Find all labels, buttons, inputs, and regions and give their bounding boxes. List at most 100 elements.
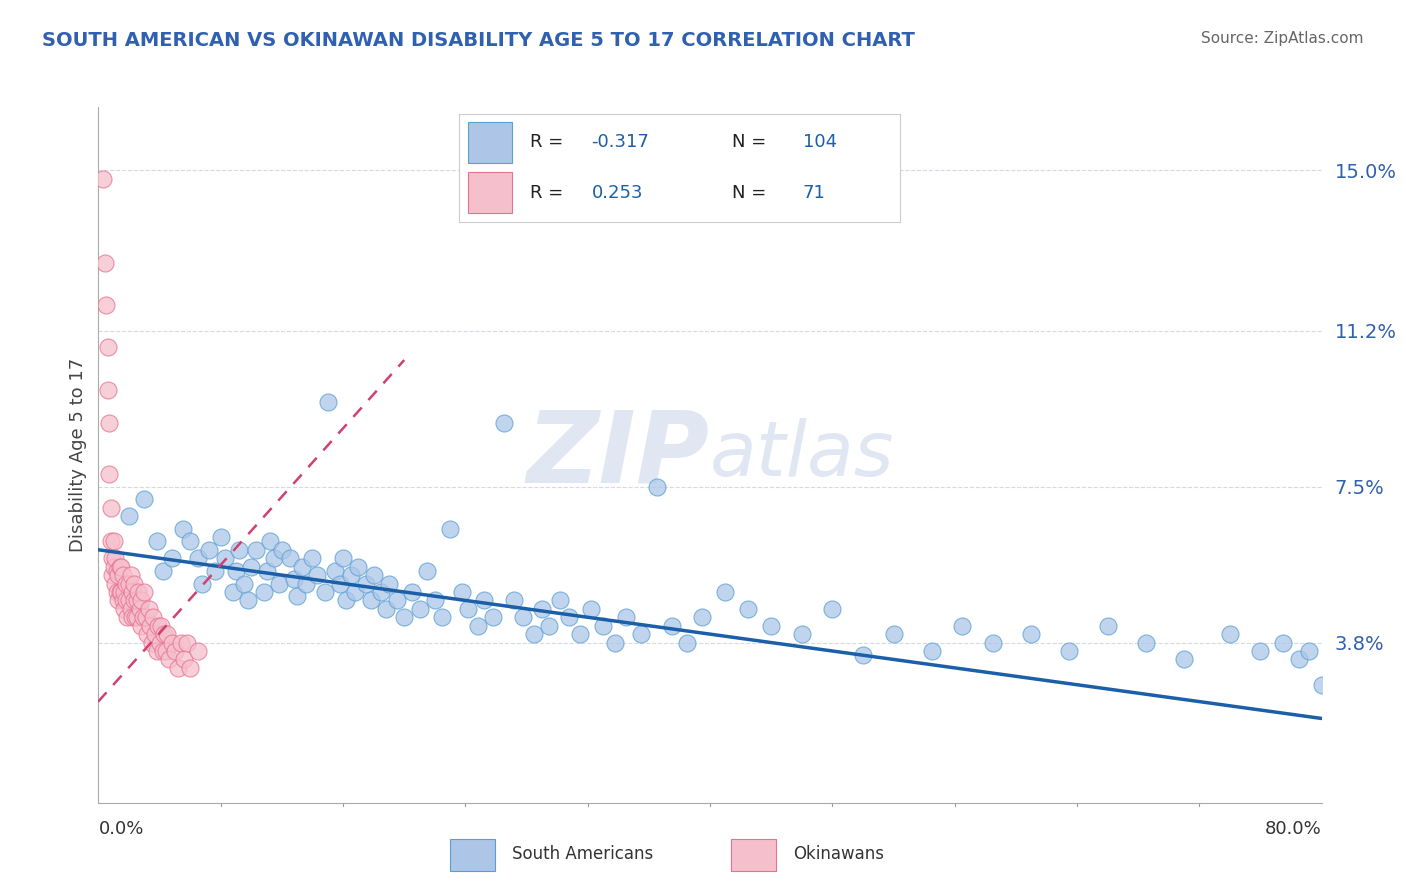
Point	[401, 585, 423, 599]
Point	[821, 602, 844, 616]
Point	[122, 576, 145, 591]
Point	[179, 534, 201, 549]
Point	[97, 340, 120, 354]
Point	[530, 602, 553, 616]
Point	[139, 618, 162, 632]
Point	[100, 534, 122, 549]
Text: Okinawans: Okinawans	[793, 845, 884, 863]
Point	[605, 635, 627, 649]
Point	[121, 585, 143, 599]
Point	[737, 602, 759, 616]
Point	[295, 576, 318, 591]
Point	[117, 610, 139, 624]
Point	[360, 593, 382, 607]
Point	[921, 644, 943, 658]
Y-axis label: Disability Age 5 to 17: Disability Age 5 to 17	[69, 358, 87, 552]
Point	[176, 635, 198, 649]
Point	[150, 618, 173, 632]
Point	[579, 602, 602, 616]
Point	[278, 551, 301, 566]
Point	[125, 610, 148, 624]
Point	[676, 635, 699, 649]
FancyBboxPatch shape	[450, 839, 495, 871]
Point	[138, 602, 160, 616]
Point	[120, 568, 142, 582]
Point	[110, 585, 132, 599]
Point	[245, 542, 267, 557]
Point	[160, 635, 183, 649]
Point	[112, 602, 135, 616]
Point	[267, 576, 290, 591]
Point	[104, 551, 127, 566]
Point	[98, 417, 121, 431]
Point	[145, 644, 167, 658]
Point	[347, 559, 370, 574]
Point	[432, 610, 454, 624]
Point	[204, 564, 226, 578]
Point	[157, 652, 180, 666]
Point	[759, 618, 782, 632]
Point	[790, 627, 813, 641]
Point	[1135, 635, 1157, 649]
Point	[107, 568, 129, 582]
Point	[344, 585, 367, 599]
Point	[314, 585, 336, 599]
Point	[105, 564, 128, 578]
Point	[503, 593, 526, 607]
Point	[142, 610, 165, 624]
Point	[156, 627, 179, 641]
Point	[191, 576, 214, 591]
Point	[538, 618, 561, 632]
Point	[482, 610, 505, 624]
Point	[661, 618, 683, 632]
Point	[285, 589, 308, 603]
Point	[852, 648, 875, 663]
Point	[141, 635, 163, 649]
Point	[125, 593, 148, 607]
Point	[118, 576, 141, 591]
Point	[111, 593, 134, 607]
Point	[122, 593, 145, 607]
Point	[132, 610, 155, 624]
Point	[630, 627, 652, 641]
Point	[167, 661, 190, 675]
Point	[225, 564, 247, 578]
Point	[135, 610, 157, 624]
Point	[127, 585, 149, 599]
Point	[512, 610, 534, 624]
Point	[129, 593, 152, 607]
Point	[111, 568, 134, 582]
Point	[883, 627, 905, 641]
Point	[152, 644, 174, 658]
Text: 0.0%: 0.0%	[98, 821, 143, 838]
Point	[152, 564, 174, 578]
Point	[179, 661, 201, 675]
Point	[329, 576, 352, 591]
Text: South Americans: South Americans	[512, 845, 652, 863]
Point	[592, 618, 614, 632]
Point	[301, 551, 323, 566]
Point	[228, 542, 250, 557]
Point	[146, 618, 169, 632]
Point	[105, 585, 128, 599]
Point	[173, 652, 195, 666]
Point	[950, 618, 973, 632]
Text: Source: ZipAtlas.com: Source: ZipAtlas.com	[1201, 31, 1364, 46]
Point	[1173, 652, 1195, 666]
Point	[129, 618, 152, 632]
Point	[325, 564, 347, 578]
Point	[392, 610, 416, 624]
Point	[307, 568, 329, 582]
Point	[423, 593, 446, 607]
Point	[143, 627, 166, 641]
Point	[110, 559, 132, 574]
Point	[172, 522, 194, 536]
Point	[1272, 635, 1295, 649]
Point	[153, 627, 176, 641]
Point	[523, 627, 546, 641]
Point	[451, 585, 474, 599]
Point	[134, 492, 156, 507]
Point	[1310, 678, 1333, 692]
Point	[145, 534, 167, 549]
Point	[101, 568, 124, 582]
